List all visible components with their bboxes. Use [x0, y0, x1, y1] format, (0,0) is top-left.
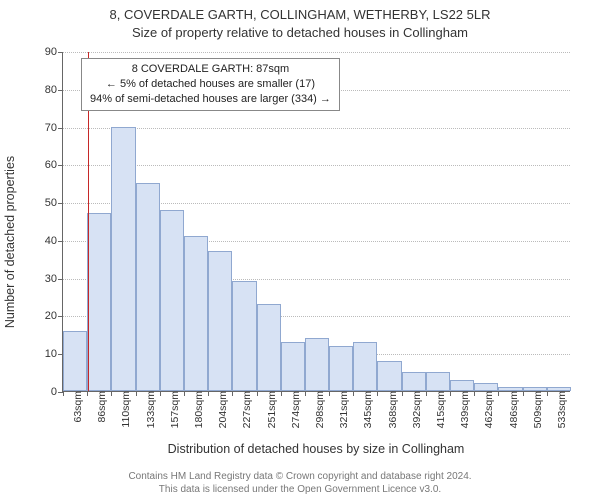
ytick-mark [58, 165, 63, 166]
xtick-mark [87, 391, 88, 396]
ytick-mark [58, 128, 63, 129]
x-axis-label: Distribution of detached houses by size … [62, 442, 570, 456]
xtick-label: 204sqm [211, 391, 229, 428]
ytick-label: 90 [33, 46, 57, 58]
ytick-label: 30 [33, 273, 57, 285]
annotation-line: 8 COVERDALE GARTH: 87sqm [90, 62, 331, 77]
chart-address: 8, COVERDALE GARTH, COLLINGHAM, WETHERBY… [0, 6, 600, 24]
ytick-label: 40 [33, 235, 57, 247]
histogram-bar [474, 383, 498, 391]
gridline [63, 165, 570, 166]
xtick-label: 298sqm [308, 391, 326, 428]
ytick-label: 20 [33, 310, 57, 322]
xtick-mark [547, 391, 548, 396]
xtick-mark [329, 391, 330, 396]
xtick-mark [498, 391, 499, 396]
histogram-bar [160, 210, 184, 391]
ytick-label: 80 [33, 84, 57, 96]
xtick-mark [377, 391, 378, 396]
histogram-bar [111, 127, 135, 391]
plot-area: 010203040506070809063sqm86sqm110sqm133sq… [62, 52, 570, 392]
histogram-bar [426, 372, 450, 391]
xtick-mark [232, 391, 233, 396]
annotation-line: 94% of semi-detached houses are larger (… [90, 92, 331, 107]
xtick-label: 180sqm [187, 391, 205, 428]
xtick-label: 110sqm [114, 391, 132, 428]
xtick-label: 133sqm [139, 391, 157, 428]
xtick-mark [450, 391, 451, 396]
xtick-label: 533sqm [550, 391, 568, 428]
xtick-mark [136, 391, 137, 396]
xtick-label: 321sqm [332, 391, 350, 428]
ytick-mark [58, 279, 63, 280]
xtick-label: 63sqm [66, 391, 84, 423]
xtick-mark [63, 391, 64, 396]
histogram-bar [257, 304, 281, 391]
y-axis-label: Number of detached properties [3, 156, 17, 328]
ytick-mark [58, 52, 63, 53]
footer-attribution: Contains HM Land Registry data © Crown c… [0, 471, 600, 496]
histogram-bar [232, 281, 256, 391]
ytick-label: 0 [33, 386, 57, 398]
chart-subtitle: Size of property relative to detached ho… [0, 24, 600, 42]
histogram-bar [329, 346, 353, 391]
histogram-bar [450, 380, 474, 391]
xtick-mark [160, 391, 161, 396]
xtick-label: 368sqm [381, 391, 399, 428]
histogram-bar [402, 372, 426, 391]
chart-title-block: 8, COVERDALE GARTH, COLLINGHAM, WETHERBY… [0, 0, 600, 41]
histogram-bar [353, 342, 377, 391]
ytick-mark [58, 316, 63, 317]
xtick-mark [111, 391, 112, 396]
chart-container: Number of detached properties 0102030405… [0, 42, 600, 442]
xtick-mark [523, 391, 524, 396]
xtick-label: 345sqm [356, 391, 374, 428]
annotation-line: ← 5% of detached houses are smaller (17) [90, 77, 331, 92]
xtick-label: 157sqm [163, 391, 181, 428]
annotation-box: 8 COVERDALE GARTH: 87sqm ← 5% of detache… [81, 58, 340, 111]
ytick-label: 60 [33, 159, 57, 171]
xtick-label: 86sqm [90, 391, 108, 423]
xtick-label: 509sqm [526, 391, 544, 428]
histogram-bar [208, 251, 232, 391]
y-axis-label-wrap: Number of detached properties [0, 42, 20, 442]
ytick-label: 10 [33, 348, 57, 360]
xtick-label: 274sqm [284, 391, 302, 428]
xtick-mark [184, 391, 185, 396]
xtick-mark [257, 391, 258, 396]
histogram-bar [136, 183, 160, 391]
histogram-bar [184, 236, 208, 391]
histogram-bar [281, 342, 305, 391]
gridline [63, 52, 570, 53]
ytick-mark [58, 241, 63, 242]
xtick-label: 392sqm [405, 391, 423, 428]
xtick-mark [474, 391, 475, 396]
xtick-mark [402, 391, 403, 396]
histogram-bar [305, 338, 329, 391]
xtick-label: 227sqm [235, 391, 253, 428]
ytick-mark [58, 203, 63, 204]
histogram-bar [87, 213, 111, 391]
footer-line: Contains HM Land Registry data © Crown c… [0, 471, 600, 484]
xtick-mark [281, 391, 282, 396]
histogram-bar [377, 361, 401, 391]
xtick-mark [353, 391, 354, 396]
xtick-label: 462sqm [477, 391, 495, 428]
ytick-mark [58, 90, 63, 91]
ytick-label: 70 [33, 122, 57, 134]
xtick-mark [305, 391, 306, 396]
histogram-bar [63, 331, 87, 391]
xtick-label: 251sqm [260, 391, 278, 428]
ytick-label: 50 [33, 197, 57, 209]
xtick-label: 439sqm [453, 391, 471, 428]
footer-line: This data is licensed under the Open Gov… [0, 484, 600, 497]
gridline [63, 128, 570, 129]
xtick-mark [426, 391, 427, 396]
xtick-mark [208, 391, 209, 396]
xtick-label: 415sqm [429, 391, 447, 428]
xtick-label: 486sqm [502, 391, 520, 428]
